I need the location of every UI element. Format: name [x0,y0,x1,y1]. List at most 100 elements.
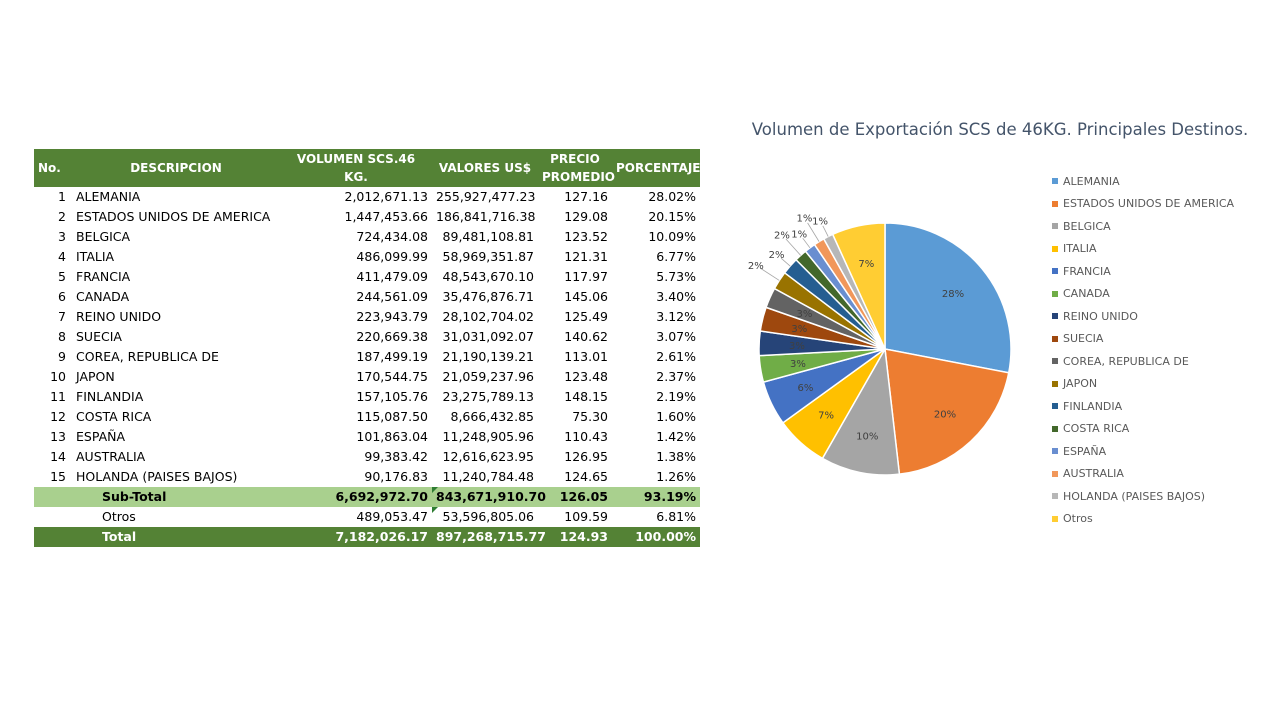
legend-item: FINLANDIA [1052,395,1234,418]
table-row: 12 COSTA RICA 115,087.50 8,666,432.85 75.30 1… [34,407,700,427]
cell-no: 2 [58,209,66,224]
total-porcentaje: 100.00% [612,527,700,547]
export-table-container: No. DESCRIPCION VOLUMEN SCS.46 KG. VALOR… [34,149,701,547]
pie-data-label: 3% [790,359,806,370]
cell-desc: FINLANDIA [76,389,144,404]
cell-vol: 115,087.50 [356,409,428,424]
cell-val: 31,031,092.07 [442,329,534,344]
legend-label: FINLANDIA [1063,399,1123,413]
table-row: 7 REINO UNIDO 223,943.79 28,102,704.02 125.4… [34,307,700,327]
legend-swatch [1052,515,1058,522]
legend-item: AUSTRALIA [1052,463,1234,486]
total-volumen: 7,182,026.17 [280,527,432,547]
cell-desc: COREA, REPUBLICA DE [76,349,219,364]
table-row: 14 AUSTRALIA 99,383.42 12,616,623.95 126.95 1… [34,447,700,467]
cell-no: 15 [50,469,66,484]
table-row: 10 JAPON 170,544.75 21,059,237.96 123.48 2.37… [34,367,700,387]
subtotal-porcentaje: 93.19% [612,487,700,507]
cell-vol: 411,479.09 [356,269,428,284]
legend-item: JAPON [1052,373,1234,396]
legend-item: ITALIA [1052,238,1234,261]
cell-pre: 123.48 [564,369,608,384]
legend-label: COREA, REPUBLICA DE [1063,354,1189,368]
cell-val: 28,102,704.02 [442,309,534,324]
pie-data-label: 2% [748,261,764,272]
cell-no: 5 [58,269,66,284]
cell-no: 11 [50,389,66,404]
pie-slice [884,348,1010,476]
cell-no: 7 [58,309,66,324]
legend-swatch [1052,245,1058,252]
table-row: 6 CANADA 244,561.09 35,476,876.71 145.06 3.40… [34,287,700,307]
cell-val: 12,616,623.95 [442,449,534,464]
cell-pct: 3.07% [656,329,696,344]
cell-pre: 129.08 [564,209,608,224]
cell-desc: ESTADOS UNIDOS DE AMERICA [76,209,271,224]
pie-slice [821,346,901,476]
legend-item: Otros [1052,508,1234,531]
header-descripcion: DESCRIPCION [72,149,280,187]
otros-row: Otros 489,053.47 53,596,805.06 109.59 6.… [34,507,700,527]
table-row: 13 ESPAÑA 101,863.04 11,248,905.96 110.43 1.4… [34,427,700,447]
cell-no: 14 [50,449,66,464]
header-precio-promedio: PRECIO PROMEDIO [538,149,615,187]
cell-pre: 123.52 [564,229,608,244]
cell-no: 3 [58,229,66,244]
legend-swatch [1052,268,1058,275]
cell-vol: 101,863.04 [356,429,428,444]
legend-label: REINO UNIDO [1063,309,1138,323]
total-precio: 124.93 [538,527,612,547]
cell-pre: 145.06 [564,289,608,304]
legend-swatch [1052,313,1058,320]
cell-vol: 486,099.99 [356,249,428,264]
legend-swatch [1052,200,1058,207]
pie-data-label: 3% [789,341,805,352]
cell-val: 21,059,237.96 [442,369,534,384]
cell-pct: 3.12% [656,309,696,324]
cell-vol: 1,447,453.66 [344,209,429,224]
pie-leader-line [802,237,811,249]
cell-pct: 5.73% [656,269,696,284]
legend-item: REINO UNIDO [1052,305,1234,328]
cell-pct: 6.77% [656,249,696,264]
pie-leader-line [822,225,829,237]
table-summary: Sub-Total 6,692,972.70 843,671,910.70 12… [34,487,700,547]
cell-desc: ALEMANIA [76,189,141,204]
cell-vol: 187,499.19 [356,349,428,364]
pie-slice [831,222,886,350]
legend-swatch [1052,470,1058,477]
pie-slice [884,222,1012,374]
cell-val: 11,240,784.48 [442,469,534,484]
total-no-cell [34,527,72,547]
cell-vol: 220,669.38 [356,329,428,344]
cell-no: 12 [50,409,66,424]
legend-item: FRANCIA [1052,260,1234,283]
cell-desc: SUECIA [76,329,122,344]
cell-pre: 140.62 [564,329,608,344]
cell-val: 48,543,670.10 [442,269,534,284]
cell-vol: 99,383.42 [364,449,428,464]
cell-pre: 121.31 [564,249,608,264]
legend-swatch [1052,403,1058,410]
cell-no: 4 [58,249,66,264]
cell-desc: COSTA RICA [76,409,152,424]
cell-val: 35,476,876.71 [442,289,534,304]
legend-label: ESTADOS UNIDOS DE AMERICA [1063,197,1235,211]
table-body: 1 ALEMANIA 2,012,671.13 255,927,477.23 127.1… [34,187,700,487]
legend-label: CANADA [1063,287,1110,301]
subtotal-precio: 126.05 [538,487,612,507]
subtotal-volumen: 6,692,972.70 [280,487,432,507]
pie-data-label: 3% [791,324,807,335]
cell-desc: ESPAÑA [76,429,126,444]
legend-item: COREA, REPUBLICA DE [1052,350,1234,373]
legend-label: HOLANDA (PAISES BAJOS) [1063,489,1206,503]
cell-val: 186,841,716.38 [436,209,536,224]
cell-val: 11,248,905.96 [442,429,534,444]
legend-label: FRANCIA [1063,264,1111,278]
otros-label: Otros [102,509,136,524]
legend-label: Otros [1063,512,1093,526]
pie-data-label: 2% [774,231,790,242]
header-no: No. [34,149,72,187]
cell-pct: 1.60% [656,409,696,424]
legend-item: HOLANDA (PAISES BAJOS) [1052,485,1234,508]
